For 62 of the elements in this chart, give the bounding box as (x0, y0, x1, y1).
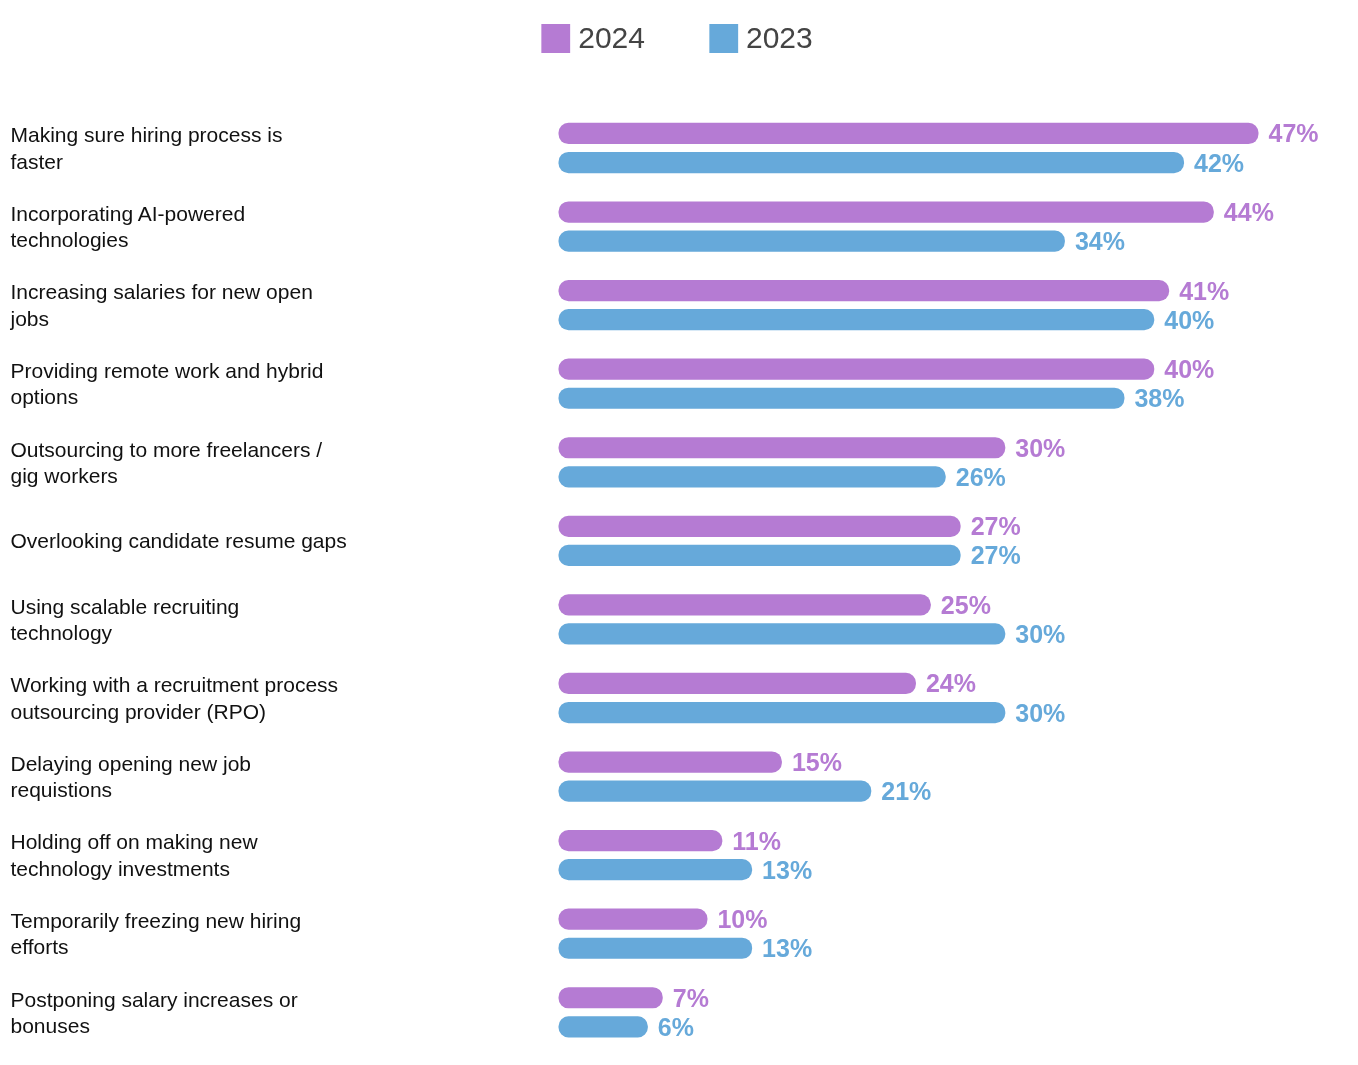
data-label: 40% (1164, 355, 1215, 384)
bar (558, 122, 1259, 145)
y-tick-label: Overlooking candidate resume gaps (10, 529, 347, 553)
data-label: 25% (940, 590, 991, 619)
bar (558, 230, 1065, 252)
y-tick-label: Temporarily freezing new hiring efforts (10, 908, 302, 959)
data-label: 15% (791, 748, 842, 777)
data-label: 30% (1015, 698, 1066, 727)
y-tick-label: Outsourcing to more freelancers / gig workers (10, 437, 323, 488)
y-tick-label: Using scalable recruiting technology (10, 594, 240, 645)
bar (558, 437, 1006, 459)
bar (558, 859, 753, 881)
bar (558, 751, 782, 773)
y-tick-label: Delaying opening new job requistions (10, 751, 252, 802)
y-tick-label: Postponing salary increases or bonuses (10, 987, 298, 1038)
y-tick-label: Making sure hiring process is faster (10, 123, 283, 173)
bar (558, 309, 1155, 331)
bar (558, 151, 1185, 174)
bar (558, 780, 872, 802)
data-label: 41% (1179, 276, 1230, 305)
bar (558, 987, 663, 1009)
bar (558, 544, 961, 566)
bar (558, 515, 961, 537)
data-label: 40% (1164, 305, 1215, 334)
data-label: 27% (970, 541, 1021, 570)
bar (558, 908, 708, 930)
bar (558, 594, 931, 616)
y-tick-label: Increasing salaries for new open jobs (9, 280, 313, 330)
data-label: 11% (732, 826, 781, 855)
data-label: 13% (762, 934, 813, 963)
legend-label: 2024 (578, 21, 645, 55)
bar (558, 623, 1006, 645)
bar (558, 201, 1214, 223)
data-label: 13% (762, 855, 813, 884)
y-tick-label: Providing remote work and hybrid options (10, 358, 324, 409)
data-label: 30% (1015, 433, 1066, 462)
bar (558, 672, 916, 695)
bar (558, 280, 1170, 302)
data-label: 34% (1074, 227, 1125, 256)
y-tick-label: Incorporating AI-powered technologies (10, 201, 246, 252)
bar (558, 830, 723, 852)
bar (558, 466, 946, 488)
bar (558, 1016, 648, 1038)
data-label: 42% (1194, 148, 1245, 177)
data-label: 27% (970, 512, 1021, 541)
data-label: 10% (717, 905, 768, 934)
data-label: 38% (1134, 384, 1185, 413)
data-label: 6% (657, 1012, 694, 1041)
bar (558, 387, 1125, 409)
bar (558, 701, 1006, 724)
y-tick-label: Holding off on making new technology investments (10, 830, 259, 880)
y-tick-label: Working with a recruitment process outsourcing provider (RPO) (10, 673, 339, 723)
data-label: 44% (1223, 198, 1274, 227)
data-label: 26% (955, 462, 1006, 491)
legend-label: 2023 (746, 21, 813, 55)
data-label: 30% (1015, 619, 1066, 648)
data-label: 21% (881, 777, 932, 806)
bar (558, 937, 753, 959)
data-label: 47% (1268, 119, 1319, 148)
data-label: 24% (925, 669, 976, 698)
data-label: 7% (672, 983, 709, 1012)
bar (558, 358, 1155, 380)
